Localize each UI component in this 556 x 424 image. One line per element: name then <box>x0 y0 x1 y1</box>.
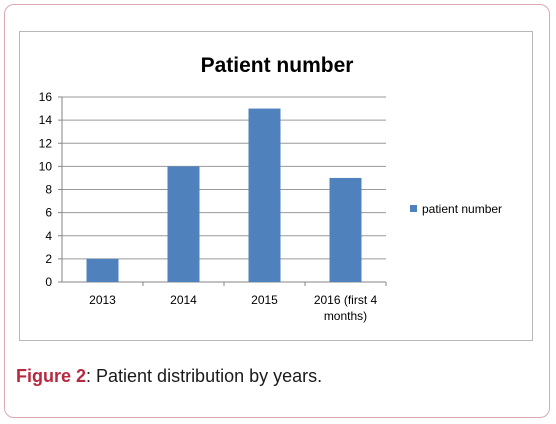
chart-title: Patient number <box>201 54 354 77</box>
caption-figure-label: Figure 2 <box>16 366 87 386</box>
x-tick-label: months) <box>324 309 367 323</box>
legend-label: patient number <box>422 202 502 216</box>
y-tick-label: 4 <box>45 229 52 243</box>
bar <box>86 258 119 282</box>
y-tick-label: 16 <box>39 90 53 104</box>
y-tick-label: 12 <box>39 136 53 150</box>
y-tick-label: 2 <box>45 252 52 266</box>
figure-frame <box>4 4 550 418</box>
bar <box>329 177 362 282</box>
caption-text: : Patient distribution by years. <box>86 366 323 386</box>
bar <box>248 108 281 282</box>
y-tick-label: 8 <box>45 183 52 197</box>
legend-swatch <box>410 205 417 212</box>
x-tick-label: 2016 (first 4 <box>314 293 378 307</box>
chart-area <box>19 31 533 341</box>
y-tick-label: 0 <box>45 275 52 289</box>
bar <box>167 166 200 282</box>
y-tick-label: 10 <box>39 159 53 173</box>
x-tick-label: 2014 <box>170 293 197 307</box>
figure-caption: Figure 2: Patient distribution by years. <box>16 366 322 387</box>
y-tick-label: 14 <box>39 113 53 127</box>
y-tick-label: 6 <box>45 206 52 220</box>
x-tick-label: 2015 <box>251 293 278 307</box>
x-tick-label: 2013 <box>89 293 116 307</box>
